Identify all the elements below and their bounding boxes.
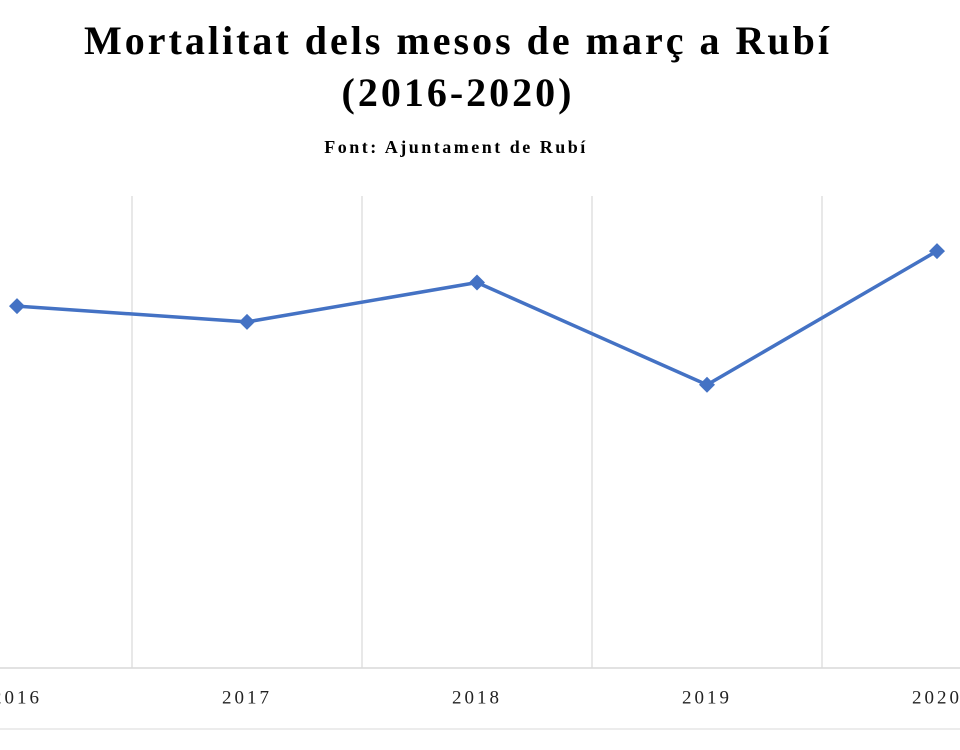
x-tick-label: 2019 xyxy=(682,687,732,708)
chart-subtitle: Font: Ajuntament de Rubí xyxy=(324,137,588,157)
data-point xyxy=(929,243,945,260)
x-tick-label: 2017 xyxy=(222,687,272,708)
chart-title: Mortalitat dels mesos de març a Rubí xyxy=(84,18,832,63)
x-tick-label: 2018 xyxy=(452,687,502,708)
chart-title: (2016-2020) xyxy=(342,70,575,115)
data-point xyxy=(9,298,25,315)
x-tick-label: 2016 xyxy=(0,687,42,708)
data-point xyxy=(699,376,715,393)
data-point xyxy=(469,274,485,291)
x-tick-label: 2020 xyxy=(912,687,960,708)
data-point xyxy=(239,313,255,330)
